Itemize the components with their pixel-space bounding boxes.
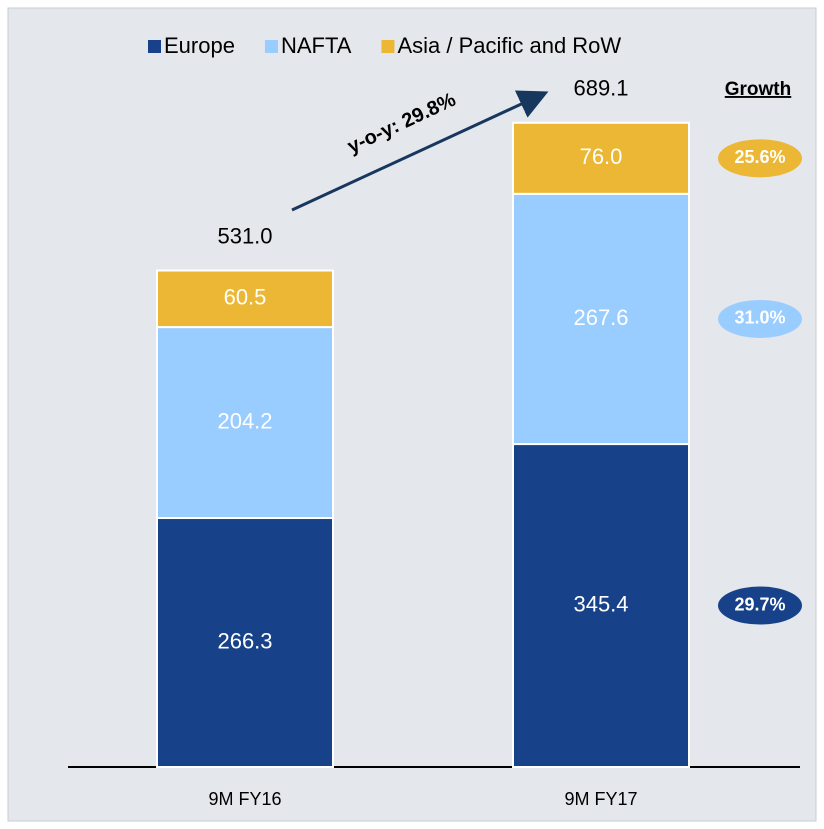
growth-arrow [291,90,549,212]
growth-badge [718,139,802,178]
segment-label: 266.3 [217,628,272,653]
growth-title: Growth [725,79,792,100]
bar-segment [512,121,690,195]
growth-badge [718,586,802,625]
bar-segment [156,517,334,769]
growth-label: 31.0% [734,308,785,328]
segment-label: 267.6 [573,305,628,330]
legend-swatch [264,40,278,53]
bar-segment [512,192,690,446]
total-label: 531.0 [217,223,272,248]
total-label: 689.1 [573,76,628,101]
legend-swatch [381,40,395,53]
growth-badge [718,299,802,338]
segment-label: 204.2 [217,408,272,433]
x-tick-label: 9M FY16 [208,789,281,809]
segment-label: 60.5 [224,285,267,310]
segment-label: 345.4 [573,591,628,616]
growth-label: 25.6% [734,147,785,167]
legend-label: Europe [164,33,235,58]
growth-label: 29.7% [734,594,785,614]
legend-label: Asia / Pacific and RoW [397,33,621,58]
segment-label: 76.0 [580,144,623,169]
bar-segment [156,269,334,329]
legend-label: NAFTA [281,33,352,58]
legend-swatch [148,40,161,53]
x-tick-label: 9M FY17 [564,789,637,809]
